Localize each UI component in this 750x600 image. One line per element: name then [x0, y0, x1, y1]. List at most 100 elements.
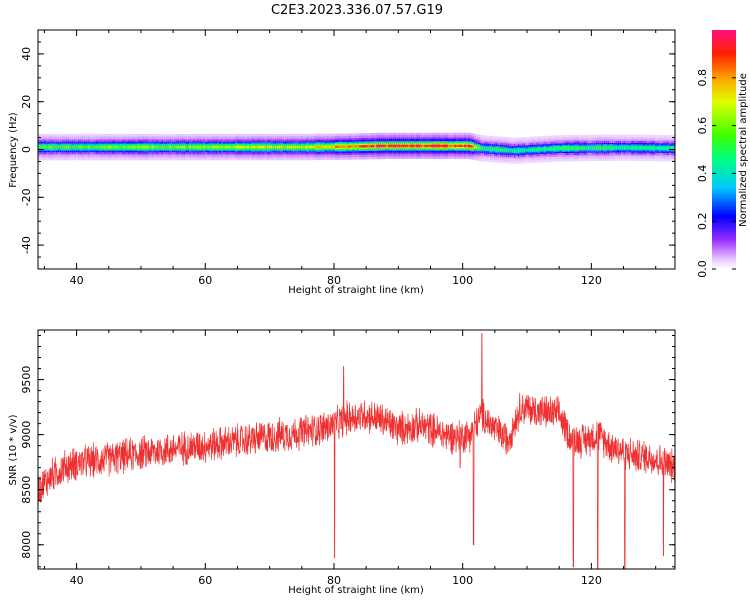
- heatmap-cell: [318, 145, 322, 149]
- heatmap-cell: [63, 145, 67, 149]
- heatmap-cell: [127, 145, 131, 149]
- heatmap-cell: [231, 145, 234, 149]
- snr-ylabel: SNR (10 * v/v): [8, 414, 19, 485]
- heatmap-cell: [394, 144, 397, 148]
- heatmap-cell: [109, 145, 113, 149]
- heatmap-cell: [483, 147, 487, 150]
- heatmap-cell: [547, 147, 551, 151]
- heatmap-cell: [575, 146, 579, 150]
- heatmap-cell: [247, 145, 250, 149]
- heatmap-cell: [252, 145, 256, 149]
- colorbar-gradient: [712, 30, 736, 269]
- heatmap-cell: [306, 145, 310, 149]
- heatmap-cell: [81, 145, 85, 149]
- heatmap-cell: [209, 145, 212, 149]
- heatmap-cell: [402, 144, 405, 148]
- heatmap-cell: [563, 147, 567, 150]
- heatmap-cell: [374, 144, 378, 148]
- heatmap-cell: [487, 147, 491, 151]
- heatmap-cell: [107, 145, 111, 149]
- heatmap-cell: [651, 146, 654, 150]
- heatmap-cell: [241, 145, 244, 149]
- x-tick-label: 60: [198, 574, 212, 587]
- heatmap-cell: [183, 145, 186, 149]
- heatmap-cell: [593, 146, 596, 150]
- heatmap-cell: [627, 146, 630, 149]
- heatmap-cell: [471, 145, 475, 148]
- heatmap-cell: [320, 145, 324, 149]
- heatmap-cell: [465, 144, 469, 148]
- heatmap-cell: [408, 144, 411, 148]
- heatmap-cell: [207, 145, 210, 149]
- heatmap-cell: [545, 147, 549, 151]
- heatmap-cell: [57, 145, 61, 149]
- heatmap-cell: [41, 145, 45, 149]
- heatmap-cell: [173, 145, 176, 149]
- heatmap-cell: [537, 148, 541, 151]
- heatmap-cell: [565, 147, 569, 150]
- heatmap-cell: [390, 144, 393, 148]
- heatmap-cell: [380, 144, 383, 148]
- heatmap-cell: [260, 145, 264, 149]
- heatmap-cell: [219, 145, 222, 149]
- heatmap-cell: [531, 148, 535, 151]
- heatmap-cell: [53, 145, 57, 149]
- heatmap-cell: [519, 149, 523, 152]
- heatmap-cell: [535, 148, 539, 151]
- heatmap-cell: [621, 146, 624, 149]
- heatmap-cell: [314, 145, 318, 149]
- heatmap-cell: [581, 146, 585, 150]
- snr-xlabel: Height of straight line (km): [288, 585, 424, 596]
- heatmap-cell: [669, 147, 672, 150]
- heatmap-cell: [85, 145, 89, 149]
- colorbar-tick-label: 0.4: [696, 165, 709, 183]
- heatmap-cell: [647, 146, 650, 150]
- heatmap-cell: [509, 149, 513, 152]
- heatmap-cell: [479, 146, 483, 150]
- heatmap-cell: [607, 146, 610, 149]
- colorbar: 0.0 0.2 0.4 0.6 0.8 Normalized spectral ampl…: [696, 30, 749, 278]
- heatmap-cell: [559, 147, 563, 150]
- heatmap-cell: [302, 145, 306, 149]
- y-tick-label: -20: [20, 188, 33, 206]
- heatmap-cell: [418, 144, 421, 148]
- heatmap-cell: [288, 145, 292, 149]
- heatmap-cell: [426, 144, 429, 148]
- heatmap-cell: [442, 144, 445, 148]
- heatmap-cell: [543, 147, 547, 151]
- heatmap-cell: [671, 147, 674, 150]
- heatmap-cell: [181, 145, 184, 149]
- heatmap-cell: [637, 146, 640, 149]
- heatmap-cell: [223, 145, 226, 149]
- heatmap-cell: [205, 145, 208, 149]
- colorbar-tick-label: 0.6: [696, 117, 709, 135]
- heatmap-cell: [103, 145, 107, 149]
- heatmap-cell: [396, 144, 399, 148]
- figure-title: C2E3.2023.336.07.57.G19: [271, 3, 443, 18]
- heatmap-cell: [179, 145, 182, 149]
- x-tick-label: 80: [327, 574, 341, 587]
- heatmap-cell: [469, 145, 473, 148]
- heatmap-cell: [400, 144, 403, 148]
- heatmap-cell: [414, 144, 417, 148]
- spectrogram-heatmap: [38, 132, 675, 164]
- heatmap-cell: [39, 145, 43, 149]
- heatmap-cell: [99, 145, 103, 149]
- heatmap-cell: [243, 145, 246, 149]
- heatmap-cell: [141, 145, 145, 149]
- heatmap-cell: [95, 145, 99, 149]
- heatmap-cell: [344, 145, 348, 148]
- heatmap-cell: [185, 145, 188, 149]
- heatmap-cell: [523, 148, 527, 152]
- heatmap-cell: [256, 145, 260, 149]
- heatmap-cell: [460, 144, 463, 148]
- heatmap-cell: [91, 145, 95, 149]
- heatmap-cell: [254, 145, 258, 149]
- snr-panel: 40 60 80 100 120 8000 8500 9000 9500 Height of s…: [8, 329, 676, 596]
- heatmap-cell: [38, 145, 41, 149]
- heatmap-cell: [187, 145, 190, 149]
- heatmap-cell: [539, 148, 543, 151]
- heatmap-cell: [51, 145, 55, 149]
- heatmap-cell: [557, 147, 561, 150]
- heatmap-cell: [503, 148, 507, 152]
